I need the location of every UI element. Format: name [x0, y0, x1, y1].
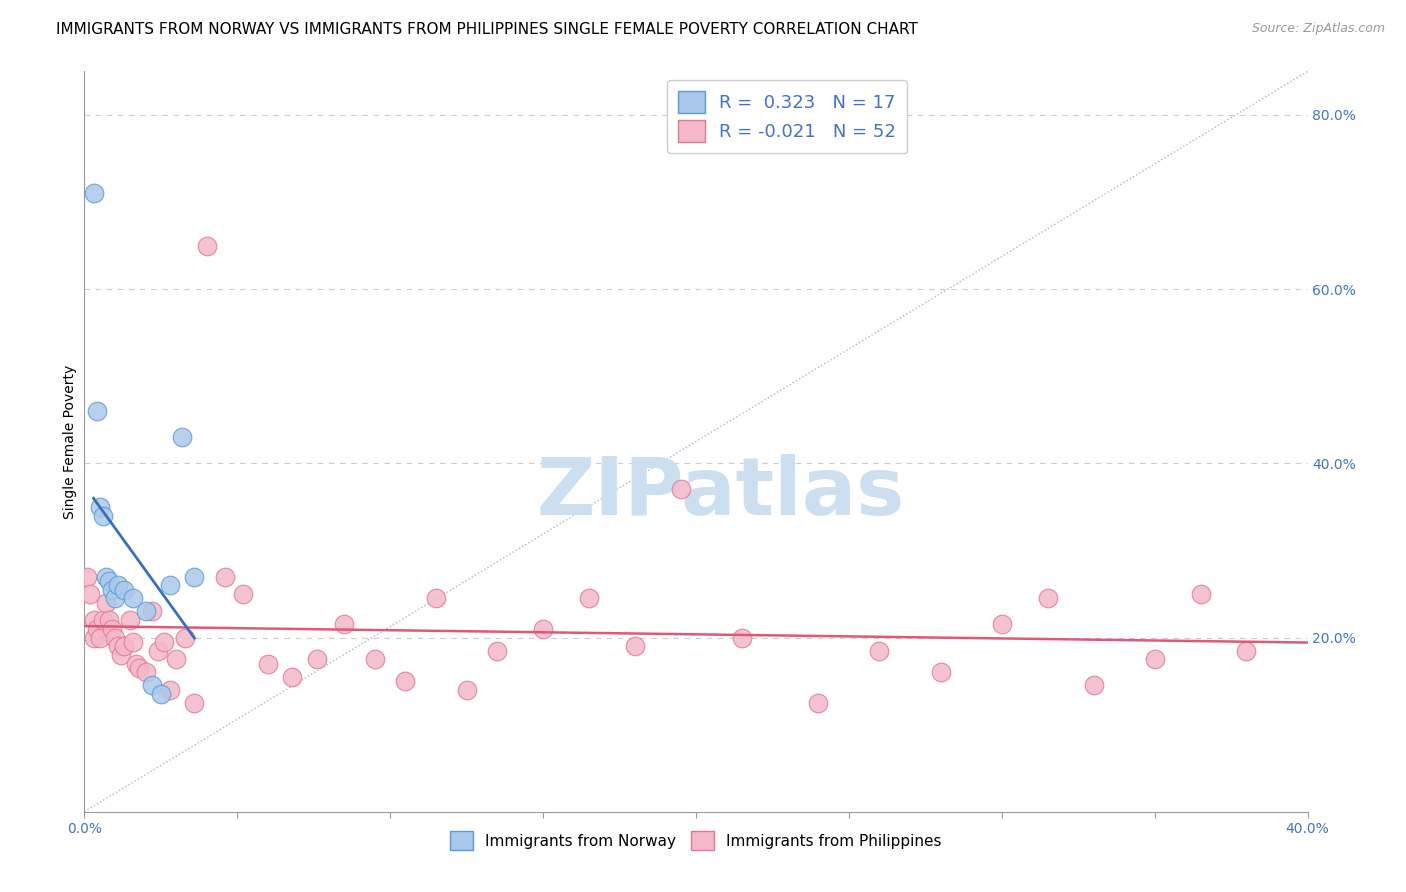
- Point: [141, 604, 163, 618]
- Point: [669, 483, 692, 497]
- Point: [869, 643, 891, 657]
- Point: [214, 569, 236, 583]
- Point: [624, 639, 647, 653]
- Point: [456, 682, 478, 697]
- Point: [128, 661, 150, 675]
- Point: [172, 430, 194, 444]
- Legend: Immigrants from Norway, Immigrants from Philippines: Immigrants from Norway, Immigrants from …: [444, 825, 948, 856]
- Point: [125, 657, 148, 671]
- Point: [86, 404, 108, 418]
- Point: [149, 687, 172, 701]
- Point: [107, 639, 129, 653]
- Point: [112, 582, 135, 597]
- Point: [333, 617, 356, 632]
- Text: Source: ZipAtlas.com: Source: ZipAtlas.com: [1251, 22, 1385, 36]
- Point: [991, 617, 1014, 632]
- Point: [104, 591, 127, 606]
- Point: [141, 678, 163, 692]
- Point: [104, 631, 127, 645]
- Point: [91, 508, 114, 523]
- Text: IMMIGRANTS FROM NORWAY VS IMMIGRANTS FROM PHILIPPINES SINGLE FEMALE POVERTY CORR: IMMIGRANTS FROM NORWAY VS IMMIGRANTS FRO…: [56, 22, 918, 37]
- Point: [165, 652, 187, 666]
- Point: [86, 622, 108, 636]
- Point: [83, 186, 105, 201]
- Point: [1083, 678, 1105, 692]
- Point: [112, 639, 135, 653]
- Point: [929, 665, 952, 680]
- Point: [135, 665, 157, 680]
- Point: [183, 696, 205, 710]
- Point: [120, 613, 142, 627]
- Point: [94, 596, 117, 610]
- Point: [159, 682, 181, 697]
- Point: [97, 574, 120, 588]
- Point: [305, 652, 328, 666]
- Point: [364, 652, 387, 666]
- Point: [83, 613, 105, 627]
- Point: [110, 648, 132, 662]
- Point: [89, 500, 111, 514]
- Point: [97, 613, 120, 627]
- Point: [89, 631, 111, 645]
- Text: ZIPatlas: ZIPatlas: [536, 454, 904, 533]
- Point: [94, 569, 117, 583]
- Y-axis label: Single Female Poverty: Single Female Poverty: [63, 365, 77, 518]
- Point: [531, 622, 554, 636]
- Point: [101, 582, 124, 597]
- Point: [486, 643, 509, 657]
- Point: [146, 643, 169, 657]
- Point: [232, 587, 254, 601]
- Point: [91, 613, 114, 627]
- Point: [1189, 587, 1212, 601]
- Point: [101, 622, 124, 636]
- Point: [174, 631, 197, 645]
- Point: [135, 604, 157, 618]
- Point: [731, 631, 754, 645]
- Point: [76, 569, 98, 583]
- Point: [1036, 591, 1059, 606]
- Point: [1236, 643, 1258, 657]
- Point: [83, 631, 105, 645]
- Point: [281, 670, 304, 684]
- Point: [807, 696, 830, 710]
- Point: [578, 591, 600, 606]
- Point: [183, 569, 205, 583]
- Point: [159, 578, 181, 592]
- Point: [195, 238, 218, 252]
- Point: [425, 591, 447, 606]
- Point: [257, 657, 280, 671]
- Point: [1143, 652, 1166, 666]
- Point: [122, 591, 145, 606]
- Point: [122, 635, 145, 649]
- Point: [394, 674, 416, 689]
- Point: [153, 635, 176, 649]
- Point: [107, 578, 129, 592]
- Point: [79, 587, 101, 601]
